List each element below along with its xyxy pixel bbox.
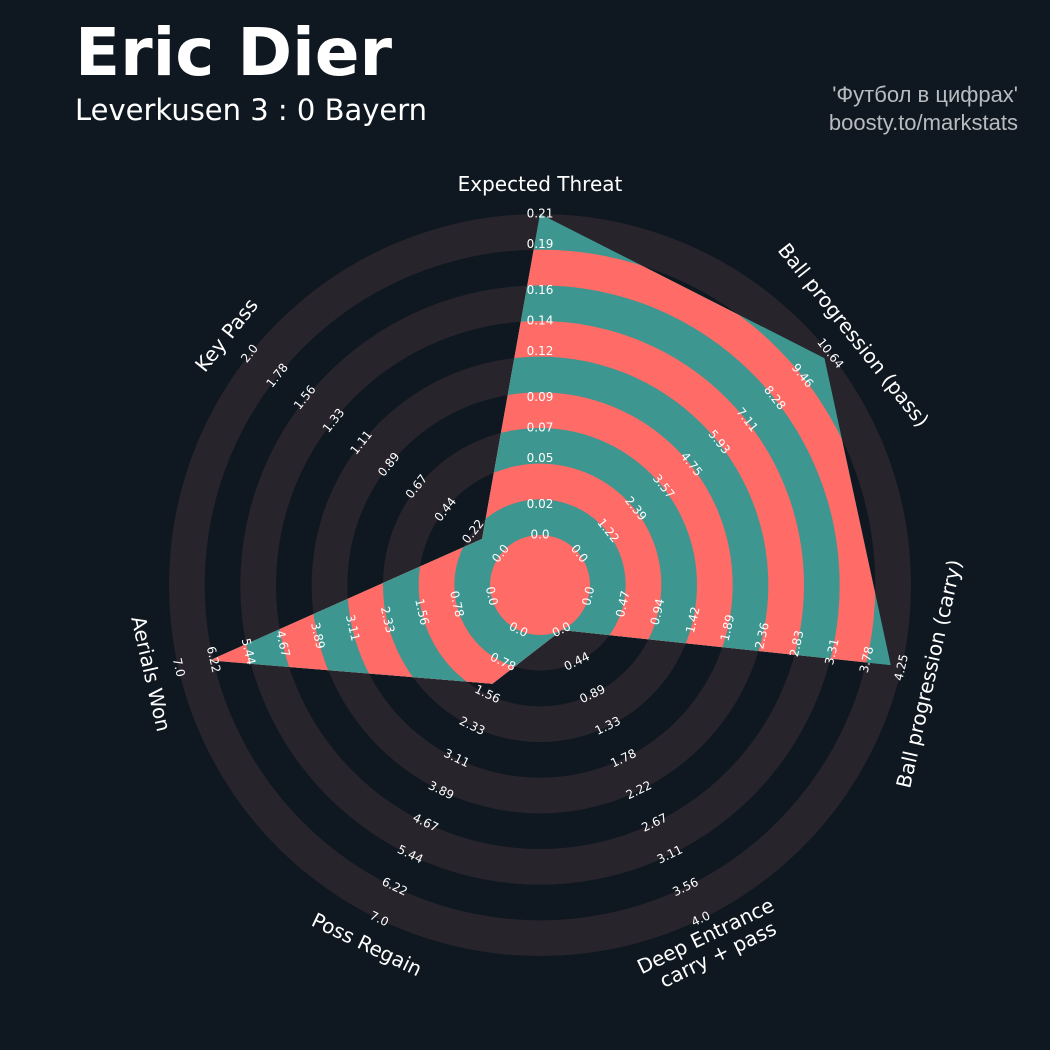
tick-label: 4.25 (891, 653, 911, 682)
tick-label: 1.42 (683, 605, 703, 634)
tick-label: 0.0 (579, 585, 597, 607)
tick-label: 0.0 (530, 528, 549, 542)
tick-label: 3.11 (343, 613, 363, 642)
tick-label: 0.16 (527, 283, 554, 297)
tick-label: 5.44 (239, 637, 259, 666)
tick-label: 0.94 (648, 597, 668, 626)
tick-label: 1.89 (718, 613, 738, 642)
tick-label: 0.12 (527, 344, 554, 358)
tick-label: 0.0 (483, 585, 501, 607)
tick-label: 0.47 (613, 589, 633, 618)
tick-label: 3.31 (822, 637, 842, 666)
credit: boosty.to/markstats (829, 110, 1018, 135)
tick-label: 2.33 (378, 605, 398, 634)
credit: 'Футбол в цифрах' (832, 82, 1018, 107)
tick-label: 0.09 (527, 390, 554, 404)
tick-label: 2.36 (752, 621, 772, 650)
tick-label: 0.19 (527, 237, 554, 251)
tick-label: 6.22 (204, 645, 224, 674)
tick-label: 2.83 (787, 629, 807, 658)
tick-label: 4.67 (273, 629, 293, 658)
tick-label: 0.05 (527, 451, 554, 465)
axis-label: Expected Threat (458, 172, 623, 196)
tick-label: 0.14 (527, 314, 554, 328)
center-disc (490, 535, 590, 635)
tick-label: 3.78 (857, 645, 877, 674)
tick-label: 7.0 (170, 657, 188, 679)
tick-label: 0.21 (527, 207, 554, 221)
tick-label: 3.89 (308, 621, 328, 650)
tick-label: 0.78 (447, 589, 467, 618)
subtitle: Leverkusen 3 : 0 Bayern (75, 93, 427, 127)
tick-label: 1.56 (412, 597, 432, 626)
tick-label: 0.02 (527, 497, 554, 511)
tick-label: 0.07 (527, 421, 554, 435)
title: Eric Dier (75, 14, 393, 91)
